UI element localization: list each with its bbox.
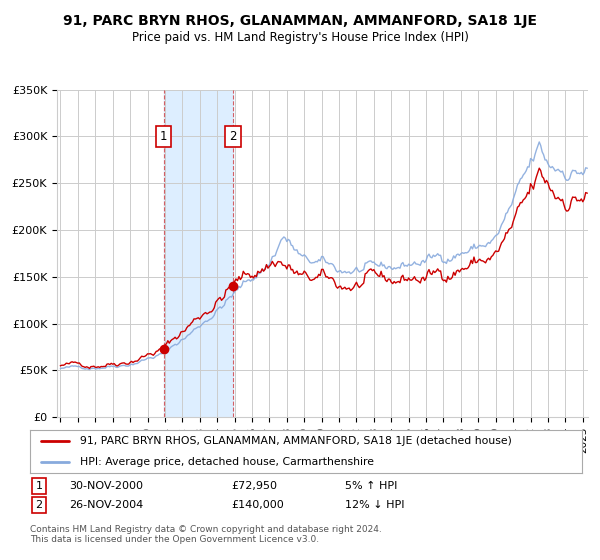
Text: 1: 1 [35,481,43,491]
Text: 2: 2 [35,500,43,510]
Text: 2: 2 [229,130,236,143]
Text: £72,950: £72,950 [231,481,277,491]
Text: 91, PARC BRYN RHOS, GLANAMMAN, AMMANFORD, SA18 1JE (detached house): 91, PARC BRYN RHOS, GLANAMMAN, AMMANFORD… [80,436,512,446]
Text: 5% ↑ HPI: 5% ↑ HPI [345,481,397,491]
Text: 30-NOV-2000: 30-NOV-2000 [69,481,143,491]
Text: 26-NOV-2004: 26-NOV-2004 [69,500,143,510]
Text: 1: 1 [160,130,167,143]
Text: HPI: Average price, detached house, Carmarthenshire: HPI: Average price, detached house, Carm… [80,458,374,467]
Text: 12% ↓ HPI: 12% ↓ HPI [345,500,404,510]
Text: This data is licensed under the Open Government Licence v3.0.: This data is licensed under the Open Gov… [30,535,319,544]
Text: Price paid vs. HM Land Registry's House Price Index (HPI): Price paid vs. HM Land Registry's House … [131,31,469,44]
Text: Contains HM Land Registry data © Crown copyright and database right 2024.: Contains HM Land Registry data © Crown c… [30,525,382,534]
Text: £140,000: £140,000 [231,500,284,510]
Text: 91, PARC BRYN RHOS, GLANAMMAN, AMMANFORD, SA18 1JE: 91, PARC BRYN RHOS, GLANAMMAN, AMMANFORD… [63,14,537,28]
Bar [164,90,233,417]
